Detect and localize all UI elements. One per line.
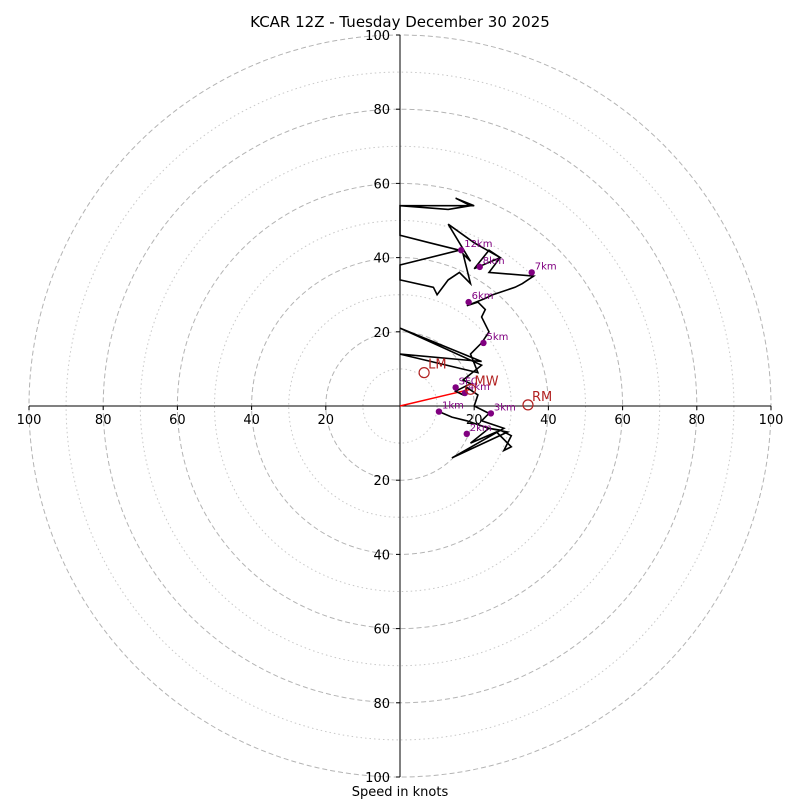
x-tick-label: 100	[17, 413, 42, 428]
storm-motion-label: RM	[532, 390, 552, 405]
x-tick-label: 40	[540, 413, 557, 428]
y-tick-label: 100	[365, 29, 390, 44]
storm-motion-markers: LM MW RM	[418, 358, 552, 411]
x-tick-label: 40	[243, 413, 260, 428]
height-marker-dot	[487, 410, 495, 417]
storm-motion-marker	[464, 383, 477, 395]
x-tick-label: 80	[689, 413, 706, 428]
height-marker-label: 5km	[486, 332, 508, 343]
y-tick-label: 40	[373, 252, 390, 267]
x-tick-label: 60	[169, 413, 186, 428]
x-tick-label: 80	[95, 413, 112, 428]
storm-motion-marker	[418, 367, 430, 379]
x-tick-label: 60	[614, 413, 631, 428]
x-tick-label: 20	[318, 413, 335, 428]
y-tick-label: 80	[373, 103, 390, 118]
y-tick-label: 80	[373, 697, 390, 712]
hodograph-trace	[399, 197, 536, 459]
height-marker-label: 7km	[535, 261, 557, 272]
height-marker-dot	[435, 408, 443, 415]
height-marker-label: 12km	[464, 239, 492, 250]
height-marker-dot	[528, 269, 535, 276]
y-tick-label: 20	[373, 474, 390, 489]
x-axis-label: Speed in knots	[352, 785, 449, 800]
y-tick-label: 40	[373, 548, 390, 563]
y-tick-label: 60	[373, 623, 390, 638]
height-marker-label: 4km	[468, 382, 490, 393]
storm-motion-label: MW	[474, 374, 498, 389]
height-marker-dot	[458, 246, 465, 254]
height-marker-label: 2km	[470, 423, 492, 434]
y-tick-label: 60	[373, 177, 390, 192]
height-marker-label: 6km	[472, 291, 494, 302]
height-marker-dot	[465, 298, 472, 306]
y-tick-label: 100	[365, 771, 390, 786]
height-marker-label: 3km	[494, 402, 516, 413]
height-marker-label: SFC	[459, 376, 478, 387]
height-marker-dot	[480, 339, 487, 347]
height-marker-dot	[452, 384, 459, 391]
x-tick-label: 100	[759, 413, 784, 428]
height-marker-label: 1km	[442, 401, 464, 412]
height-marker-dot	[476, 263, 483, 271]
chart-title: KCAR 12Z - Tuesday December 30 2025	[250, 13, 550, 31]
height-marker-label: 8km	[483, 256, 505, 267]
storm-motion-label: LM	[428, 358, 446, 373]
storm-motion-marker	[522, 399, 534, 411]
hodograph-line	[399, 197, 536, 459]
y-tick-label: 20	[373, 326, 390, 341]
height-marker-dot	[463, 430, 470, 438]
tick-labels: 100 80 60 40 20 20 40 60 80 100100806040202040608…	[17, 29, 784, 786]
